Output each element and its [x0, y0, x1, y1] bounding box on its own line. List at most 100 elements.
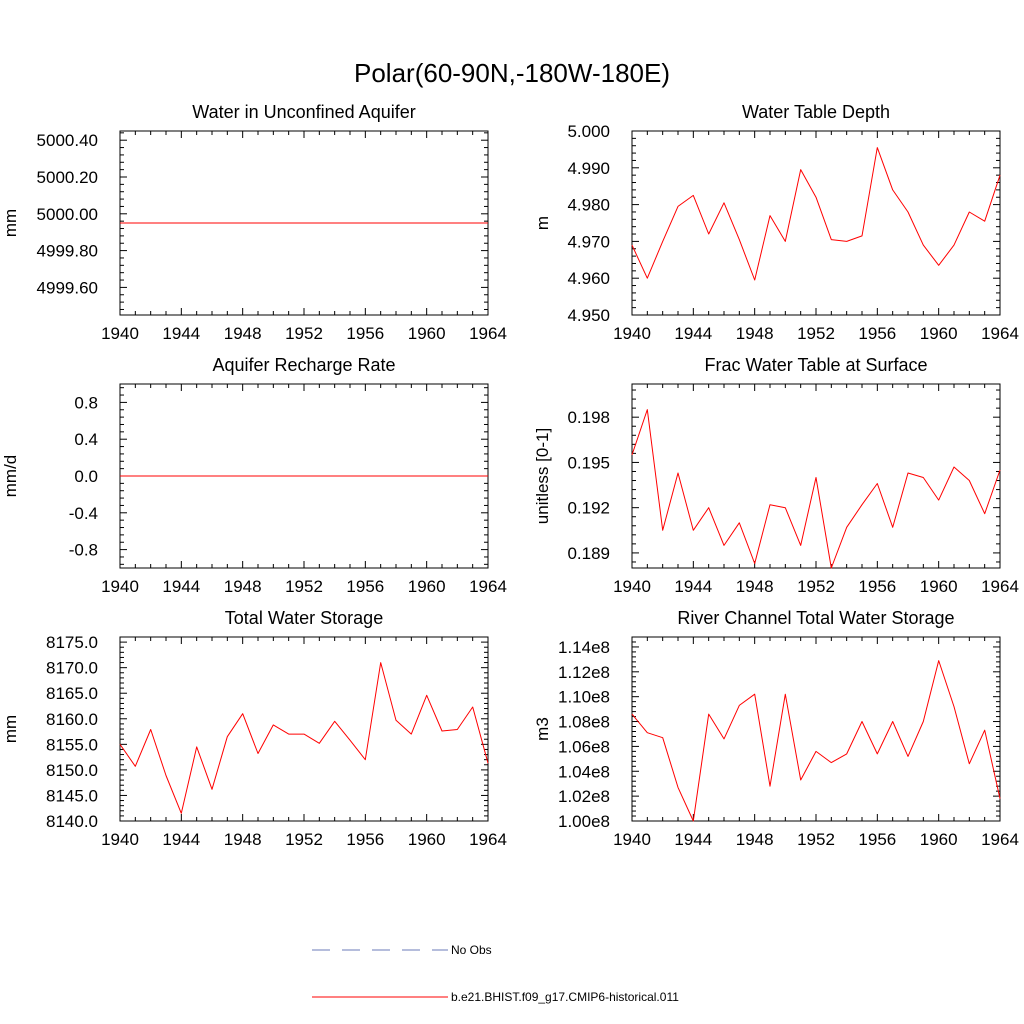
x-tick-label: 1956: [346, 577, 384, 596]
x-tick-label: 1964: [469, 577, 507, 596]
series-line: [631, 660, 1001, 822]
y-tick-label: 4.960: [567, 269, 610, 288]
y-tick-label: 1.06e8: [558, 737, 610, 756]
panel-title: Water Table Depth: [742, 102, 890, 122]
x-tick-label: 1940: [101, 324, 139, 343]
panel-title: Total Water Storage: [225, 608, 383, 628]
y-tick-label: 0.195: [567, 453, 610, 472]
x-tick-label: 1944: [674, 324, 712, 343]
y-tick-label: 1.08e8: [558, 713, 610, 732]
x-tick-label: 1940: [613, 830, 651, 849]
x-tick-label: 1960: [920, 324, 958, 343]
y-axis-label: unitless [0-1]: [533, 428, 552, 524]
y-tick-label: 5000.40: [37, 131, 98, 150]
x-tick-label: 1960: [920, 577, 958, 596]
plot-frame: [631, 636, 1001, 822]
x-tick-label: 1964: [469, 830, 507, 849]
x-tick-label: 1956: [858, 324, 896, 343]
y-tick-label: 4.950: [567, 306, 610, 325]
x-tick-label: 1944: [162, 830, 200, 849]
x-tick-label: 1964: [981, 830, 1019, 849]
y-tick-label: 0.192: [567, 499, 610, 518]
x-tick-label: 1960: [408, 324, 446, 343]
x-tick-label: 1944: [674, 830, 712, 849]
y-tick-label: -0.4: [69, 504, 98, 523]
x-tick-label: 1948: [224, 830, 262, 849]
panel-title: Water in Unconfined Aquifer: [192, 102, 415, 122]
x-tick-label: 1948: [736, 324, 774, 343]
y-tick-label: 1.14e8: [558, 638, 610, 657]
x-tick-label: 1964: [981, 324, 1019, 343]
legend: No Obs b.e21.BHIST.f09_g17.CMIP6-historic…: [312, 943, 679, 1004]
y-tick-label: 4.970: [567, 232, 610, 251]
x-tick-label: 1952: [797, 577, 835, 596]
x-tick-label: 1944: [162, 324, 200, 343]
x-tick-label: 1940: [101, 577, 139, 596]
x-tick-label: 1944: [162, 577, 200, 596]
x-tick-label: 1944: [674, 577, 712, 596]
y-tick-label: 1.10e8: [558, 688, 610, 707]
y-tick-label: 1.04e8: [558, 762, 610, 781]
y-tick-label: 1.12e8: [558, 663, 610, 682]
x-tick-label: 1948: [224, 577, 262, 596]
x-tick-label: 1952: [797, 324, 835, 343]
y-tick-label: 0.8: [74, 393, 98, 412]
y-axis-label: mm: [1, 715, 20, 743]
y-tick-label: 8175.0: [46, 633, 98, 652]
y-tick-label: 5000.20: [37, 168, 98, 187]
panel-4: Frac Water Table at Surface 1940 1944 1948 1…: [533, 355, 1019, 596]
y-tick-label: 8160.0: [46, 710, 98, 729]
x-tick-label: 1952: [285, 577, 323, 596]
y-tick-label: 8145.0: [46, 786, 98, 805]
panel-2: Water Table Depth 1940 1944 1948 1952 1956 196…: [533, 102, 1019, 343]
panel-3: Aquifer Recharge Rate 1940 1944 1948 1952 195…: [1, 355, 507, 596]
y-tick-label: 8140.0: [46, 812, 98, 831]
x-tick-label: 1948: [736, 577, 774, 596]
y-tick-label: 5000.00: [37, 205, 98, 224]
y-tick-label: 0.4: [74, 430, 98, 449]
legend-label-1: No Obs: [451, 943, 492, 957]
y-tick-label: 0.198: [567, 408, 610, 427]
x-tick-label: 1956: [858, 830, 896, 849]
series-line: [119, 662, 489, 814]
y-tick-label: 4999.80: [37, 242, 98, 261]
y-tick-label: 8150.0: [46, 761, 98, 780]
x-tick-label: 1940: [613, 324, 651, 343]
y-tick-label: 0.189: [567, 544, 610, 563]
y-axis-label: mm/d: [1, 455, 20, 498]
y-tick-label: 4.980: [567, 196, 610, 215]
panels: Water in Unconfined Aquifer 1940 1944 1948 1…: [1, 102, 1019, 849]
series-line: [631, 409, 1001, 569]
main-title: Polar(60-90N,-180W-180E): [354, 58, 670, 88]
x-tick-label: 1960: [408, 577, 446, 596]
y-axis-label: m3: [533, 717, 552, 741]
y-tick-label: 1.02e8: [558, 787, 610, 806]
x-tick-label: 1952: [797, 830, 835, 849]
plot-frame: [119, 636, 489, 822]
x-tick-label: 1956: [346, 324, 384, 343]
x-tick-label: 1964: [981, 577, 1019, 596]
series-line: [631, 147, 1001, 281]
plot-frame: [631, 130, 1001, 316]
legend-label-2: b.e21.BHIST.f09_g17.CMIP6-historical.011: [451, 990, 679, 1004]
x-tick-label: 1960: [920, 830, 958, 849]
x-tick-label: 1960: [408, 830, 446, 849]
y-tick-label: 0.0: [74, 467, 98, 486]
x-tick-label: 1956: [346, 830, 384, 849]
x-tick-label: 1948: [224, 324, 262, 343]
panel-title: Aquifer Recharge Rate: [212, 355, 395, 375]
plot-frame: [631, 383, 1001, 569]
y-tick-label: 8155.0: [46, 735, 98, 754]
x-tick-label: 1964: [469, 324, 507, 343]
y-tick-label: 8165.0: [46, 684, 98, 703]
x-tick-label: 1940: [613, 577, 651, 596]
x-tick-label: 1948: [736, 830, 774, 849]
y-tick-label: 4.990: [567, 159, 610, 178]
panel-6: River Channel Total Water Storage 1940 194…: [533, 608, 1019, 849]
y-tick-label: 5.000: [567, 122, 610, 141]
x-tick-label: 1952: [285, 324, 323, 343]
y-axis-label: mm: [1, 209, 20, 237]
y-tick-label: -0.8: [69, 541, 98, 560]
y-axis-label: m: [533, 216, 552, 230]
